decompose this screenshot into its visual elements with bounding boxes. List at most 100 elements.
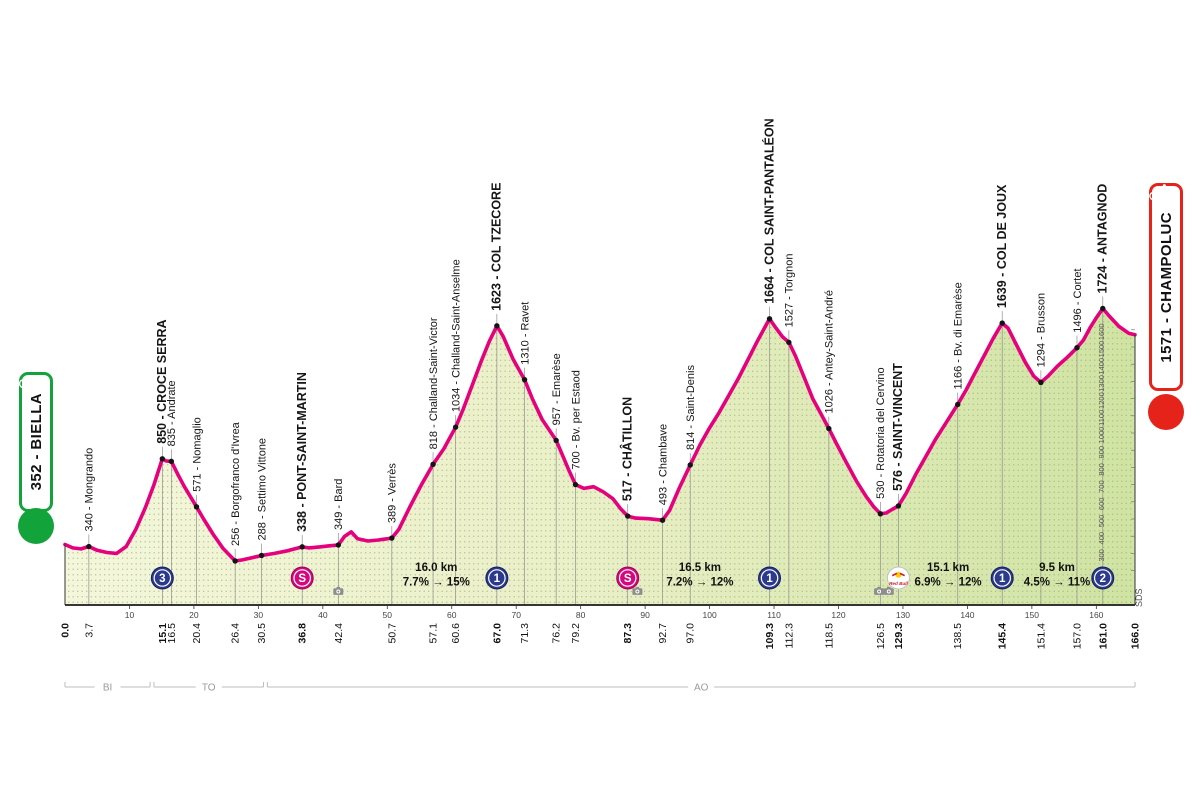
climb-gradient: 7.2% → 12% bbox=[666, 577, 733, 589]
point-label: 530 - Rotatoria del Cervino bbox=[875, 367, 887, 498]
point-label: 1664 - COL SAINT-PANTALÉON bbox=[761, 118, 776, 303]
redbull-bulls-icon bbox=[891, 572, 905, 577]
point-dot bbox=[299, 544, 305, 550]
distance-label: 87.3 bbox=[622, 623, 634, 644]
distance-label: 76.2 bbox=[551, 623, 563, 644]
svg-text:3: 3 bbox=[159, 573, 165, 585]
svg-text:1: 1 bbox=[766, 573, 773, 585]
point-dot bbox=[168, 458, 175, 465]
point-dot bbox=[452, 424, 459, 430]
point-label: 835 - Andrate bbox=[166, 380, 178, 446]
y-axis-label: 1600 bbox=[1097, 323, 1106, 340]
y-axis-label: 600 bbox=[1097, 498, 1106, 511]
point-dot bbox=[521, 376, 528, 383]
climb-length: 16.5 km bbox=[679, 562, 721, 574]
distance-label: 15.1 bbox=[157, 623, 169, 644]
climb-category-marker: 1 bbox=[485, 566, 509, 590]
climb-gradient: 6.9% → 12% bbox=[915, 577, 982, 589]
x-axis-tick-label: 30 bbox=[254, 610, 264, 620]
point-label: 1310 - Ravet bbox=[519, 302, 531, 365]
point-label: 1166 - Bv. di Emarèse bbox=[953, 282, 965, 389]
point-dot bbox=[553, 437, 559, 444]
point-label: 814 - Saint-Denis bbox=[685, 365, 697, 450]
climb-category-marker: 1 bbox=[990, 566, 1014, 590]
climb-length: 15.1 km bbox=[927, 562, 969, 574]
x-axis-tick-label: 10 bbox=[125, 610, 135, 620]
y-axis-label: 800 bbox=[1097, 463, 1106, 476]
distance-label: 112.3 bbox=[783, 623, 795, 649]
x-axis-tick-label: 90 bbox=[640, 610, 650, 620]
y-axis-label: 500 bbox=[1097, 515, 1106, 528]
province-bracket: AO bbox=[266, 682, 1136, 694]
x-axis-tick-label: 100 bbox=[702, 610, 716, 620]
point-label: 571 - Nomaglio bbox=[191, 417, 203, 492]
start-label-box: 352 - BIELLA bbox=[19, 372, 53, 512]
x-axis-tick-label: 70 bbox=[511, 610, 521, 620]
climb-category-marker: 2 bbox=[1091, 566, 1115, 590]
distance-label: 109.3 bbox=[764, 623, 776, 649]
point-label: 1623 - COL TZECORE bbox=[490, 183, 504, 311]
climb-annotation: 15.1 km 6.9% → 12% bbox=[915, 562, 982, 589]
svg-text:S: S bbox=[298, 573, 306, 585]
redbull-km-marker: Red Bull bbox=[886, 566, 910, 590]
point-label: 288 - Settimo Vittone bbox=[256, 438, 268, 541]
bicycle-icon bbox=[18, 374, 42, 389]
finish-label: 1571 - CHAMPOLUC bbox=[1157, 211, 1175, 363]
climb-gradient: 7.7% → 15% bbox=[403, 577, 470, 589]
point-label: 850 - CROCE SERRA bbox=[155, 319, 169, 443]
point-dot bbox=[193, 504, 200, 510]
point-dot bbox=[1074, 344, 1080, 351]
climb-annotation: 9.5 km 4.5% → 11% bbox=[1024, 562, 1090, 589]
distance-label: 50.7 bbox=[386, 623, 398, 644]
cyclist-icon bbox=[1149, 184, 1171, 201]
province-label: AO bbox=[694, 683, 709, 694]
svg-text:S: S bbox=[624, 573, 632, 585]
y-axis-label: 1400 bbox=[1097, 358, 1106, 375]
finish-circle bbox=[1148, 184, 1184, 430]
point-label: 1527 - Torgnon bbox=[784, 254, 796, 328]
point-dot bbox=[687, 462, 693, 468]
distance-label: 79.2 bbox=[570, 623, 582, 644]
start-label: 352 - BIELLA bbox=[27, 393, 45, 491]
designer-signature: SDS bbox=[1134, 588, 1144, 607]
point-label: 1294 - Brusson bbox=[1036, 293, 1048, 368]
climb-annotation: 16.5 km 7.2% → 12% bbox=[666, 562, 733, 589]
province-label: BI bbox=[103, 683, 112, 694]
finish-label-box: 1571 - CHAMPOLUC bbox=[1149, 183, 1183, 391]
province-bracket: BI bbox=[64, 682, 151, 694]
distance-label: 60.6 bbox=[450, 623, 462, 644]
point-dot bbox=[1100, 305, 1106, 312]
x-axis-tick-label: 50 bbox=[383, 610, 393, 620]
y-axis-label: 1500 bbox=[1097, 341, 1106, 358]
distance-label: 151.4 bbox=[1035, 623, 1047, 649]
x-axis-tick-label: 80 bbox=[576, 610, 586, 620]
point-dot bbox=[895, 503, 902, 509]
distance-label: 92.7 bbox=[657, 623, 669, 644]
point-label: 493 - Chambave bbox=[657, 424, 669, 505]
point-label: 1034 - Challand-Saint-Anselme bbox=[450, 259, 462, 412]
svg-text:1: 1 bbox=[999, 573, 1006, 585]
point-label: 1496 - Cortet bbox=[1072, 268, 1084, 332]
climb-annotation: 16.0 km 7.7% → 15% bbox=[403, 562, 470, 589]
distance-label: 16.5 bbox=[166, 623, 178, 644]
climb-length: 9.5 km bbox=[1039, 562, 1075, 574]
point-dot bbox=[389, 535, 395, 541]
distance-label: 57.1 bbox=[428, 623, 440, 644]
point-label: 576 - SAINT-VINCENT bbox=[891, 363, 905, 491]
distance-label: 118.5 bbox=[823, 623, 835, 649]
x-axis-tick-label: 160 bbox=[1089, 610, 1103, 620]
distance-label: 161.0 bbox=[1097, 623, 1109, 649]
point-dot bbox=[335, 542, 342, 548]
sprint-marker: S bbox=[616, 566, 640, 590]
distance-label: 42.4 bbox=[333, 623, 345, 644]
distance-label: 0.0 bbox=[60, 623, 72, 638]
point-dot bbox=[826, 425, 832, 432]
camera-icon bbox=[883, 586, 894, 595]
distance-label: 145.4 bbox=[997, 623, 1009, 649]
point-dot bbox=[232, 558, 238, 564]
climb-length: 16.0 km bbox=[415, 562, 457, 574]
svg-text:Red Bull: Red Bull bbox=[889, 581, 908, 586]
x-axis-tick-label: 150 bbox=[1025, 610, 1039, 620]
